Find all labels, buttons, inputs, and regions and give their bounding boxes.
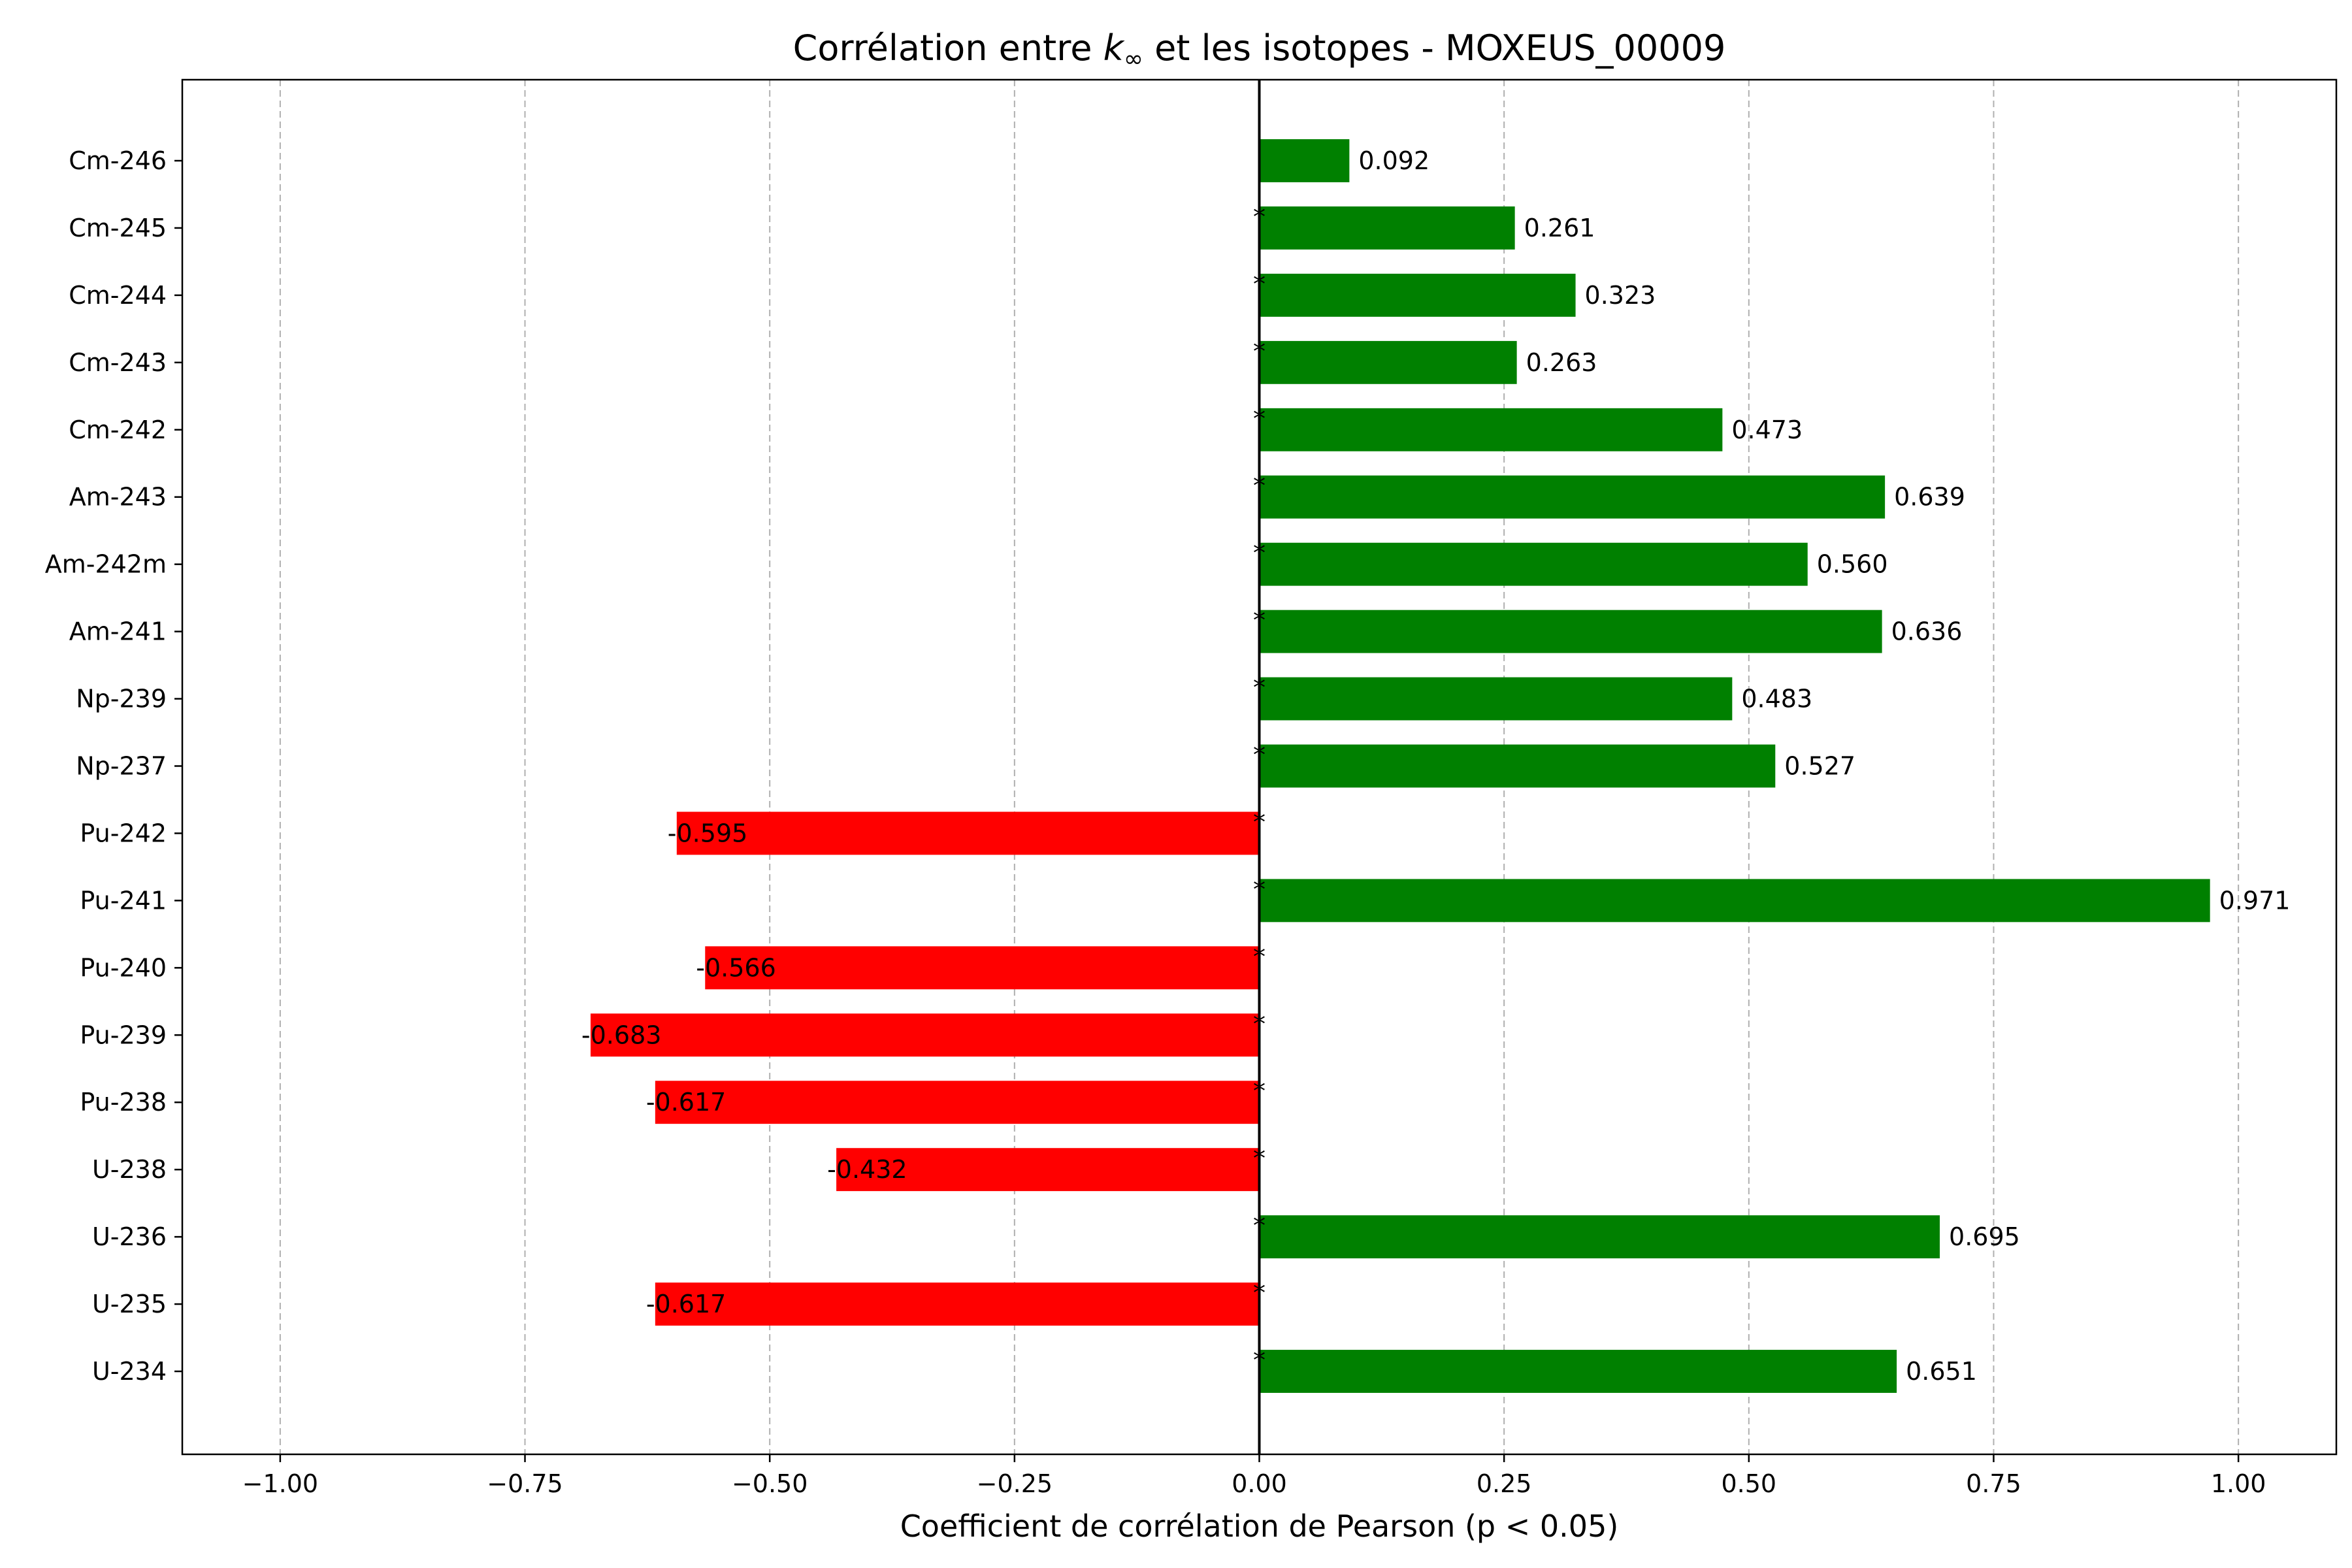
y-tick-label: Cm-242 xyxy=(69,416,167,444)
y-tick-label: Pu-242 xyxy=(80,819,167,847)
y-tick-label: Pu-238 xyxy=(80,1088,167,1117)
bar-u-236 xyxy=(1259,1215,1940,1259)
y-tick-label: Pu-240 xyxy=(80,953,167,982)
y-tick-label: Np-239 xyxy=(76,685,167,713)
data-label: 0.560 xyxy=(1817,550,1888,579)
significance-marker: * xyxy=(1253,741,1266,770)
bar-pu-239 xyxy=(590,1013,1260,1057)
data-label: -0.617 xyxy=(646,1088,726,1117)
bar-pu-241 xyxy=(1259,879,2210,923)
data-label: 0.473 xyxy=(1731,416,1803,444)
y-tick-label: Pu-241 xyxy=(80,886,167,915)
significance-markers: * * * * * * * * * * * * * * * * * * xyxy=(1253,203,1266,1375)
bar-u-235 xyxy=(655,1282,1260,1326)
y-tick-label: U-234 xyxy=(92,1357,167,1386)
bar-cm-244 xyxy=(1259,273,1576,317)
bars xyxy=(590,139,2210,1393)
data-label: 0.651 xyxy=(1906,1357,1977,1386)
significance-marker: * xyxy=(1253,808,1266,836)
x-tick-label: −1.00 xyxy=(242,1469,318,1498)
bar-pu-240 xyxy=(705,946,1260,990)
title-prefix: Corrélation entre xyxy=(793,27,1103,69)
significance-marker: * xyxy=(1253,1346,1266,1375)
significance-marker: * xyxy=(1253,404,1266,433)
data-label: 0.483 xyxy=(1741,685,1812,713)
x-tick-label: 0.75 xyxy=(1966,1469,2021,1498)
bar-am-241 xyxy=(1259,610,1882,653)
x-tick-label: 0.25 xyxy=(1477,1469,1532,1498)
data-label: -0.595 xyxy=(668,819,747,847)
significance-marker: * xyxy=(1253,1009,1266,1038)
x-tick-label: −0.25 xyxy=(977,1469,1053,1498)
y-tick-label: Cm-244 xyxy=(69,281,167,310)
data-label: 0.527 xyxy=(1784,752,1855,781)
significance-marker: * xyxy=(1253,1077,1266,1105)
significance-marker: * xyxy=(1253,942,1266,971)
significance-marker: * xyxy=(1253,1211,1266,1240)
bar-cm-243 xyxy=(1259,340,1517,384)
y-tick-label: Cm-243 xyxy=(69,348,167,377)
y-tick-label: U-238 xyxy=(92,1155,167,1184)
significance-marker: * xyxy=(1253,674,1266,702)
significance-marker: * xyxy=(1253,1279,1266,1307)
bar-u-238 xyxy=(836,1148,1260,1192)
chart-title: Corrélation entre k∞ et les isotopes - M… xyxy=(793,27,1726,73)
y-tick-label: U-236 xyxy=(92,1222,167,1251)
title-symbol: k xyxy=(1103,27,1126,69)
bar-np-237 xyxy=(1259,744,1776,788)
significance-marker: * xyxy=(1253,1144,1266,1173)
data-label: 0.695 xyxy=(1949,1222,2020,1251)
bar-cm-245 xyxy=(1259,206,1515,250)
data-label: 0.323 xyxy=(1585,281,1656,310)
x-axis-ticks: −1.00 −0.75 −0.50 −0.25 0.00 0.25 0.50 0.75 1.00 xyxy=(242,1454,2266,1498)
value-labels: 0.651 -0.617 0.695 -0.432 -0.617 -0.683 -0.566… xyxy=(581,146,2291,1386)
data-label: 0.636 xyxy=(1891,617,1963,646)
significance-marker: * xyxy=(1253,606,1266,635)
data-label: -0.617 xyxy=(646,1290,726,1318)
x-tick-label: 1.00 xyxy=(2211,1469,2266,1498)
data-label: 0.263 xyxy=(1526,348,1597,377)
bar-cm-246 xyxy=(1259,139,1350,182)
y-tick-label: Pu-239 xyxy=(80,1021,167,1049)
significance-marker: * xyxy=(1253,337,1266,366)
y-tick-label: Am-243 xyxy=(69,483,167,512)
significance-marker: * xyxy=(1253,203,1266,231)
y-tick-label: Am-242m xyxy=(45,550,167,579)
data-label: -0.683 xyxy=(581,1021,662,1049)
y-tick-label: U-235 xyxy=(92,1290,167,1318)
data-label: 0.639 xyxy=(1894,483,1965,512)
y-tick-label: Cm-245 xyxy=(69,214,167,242)
data-label: 0.971 xyxy=(2219,886,2291,915)
y-tick-label: Am-241 xyxy=(69,617,167,646)
significance-marker: * xyxy=(1253,539,1266,568)
significance-marker: * xyxy=(1253,875,1266,904)
data-label: 0.261 xyxy=(1524,214,1595,242)
data-label: -0.432 xyxy=(827,1155,907,1184)
y-tick-label: Cm-246 xyxy=(69,146,167,175)
bar-cm-242 xyxy=(1259,408,1723,451)
x-tick-label: −0.50 xyxy=(732,1469,808,1498)
data-label: 0.092 xyxy=(1358,146,1429,175)
significance-marker: * xyxy=(1253,270,1266,299)
y-axis-ticks: U-234 U-235 U-236 U-238 Pu-238 Pu-239 Pu-240 Pu… xyxy=(45,146,182,1386)
bar-u-234 xyxy=(1259,1350,1897,1393)
bar-pu-242 xyxy=(676,811,1260,855)
significance-marker: * xyxy=(1253,472,1266,500)
x-tick-label: −0.75 xyxy=(487,1469,563,1498)
bar-am-243 xyxy=(1259,475,1886,519)
title-subscript: ∞ xyxy=(1124,46,1143,73)
data-label: -0.566 xyxy=(696,953,776,982)
y-tick-label: Np-237 xyxy=(76,752,167,781)
x-tick-label: 0.00 xyxy=(1232,1469,1287,1498)
x-tick-label: 0.50 xyxy=(1722,1469,1777,1498)
bar-am-242m xyxy=(1259,542,1808,586)
x-axis-label: Coefficient de corrélation de Pearson (p… xyxy=(900,1509,1619,1544)
bar-pu-238 xyxy=(655,1081,1260,1124)
title-suffix: et les isotopes - MOXEUS_00009 xyxy=(1143,27,1725,69)
bar-np-239 xyxy=(1259,677,1733,721)
